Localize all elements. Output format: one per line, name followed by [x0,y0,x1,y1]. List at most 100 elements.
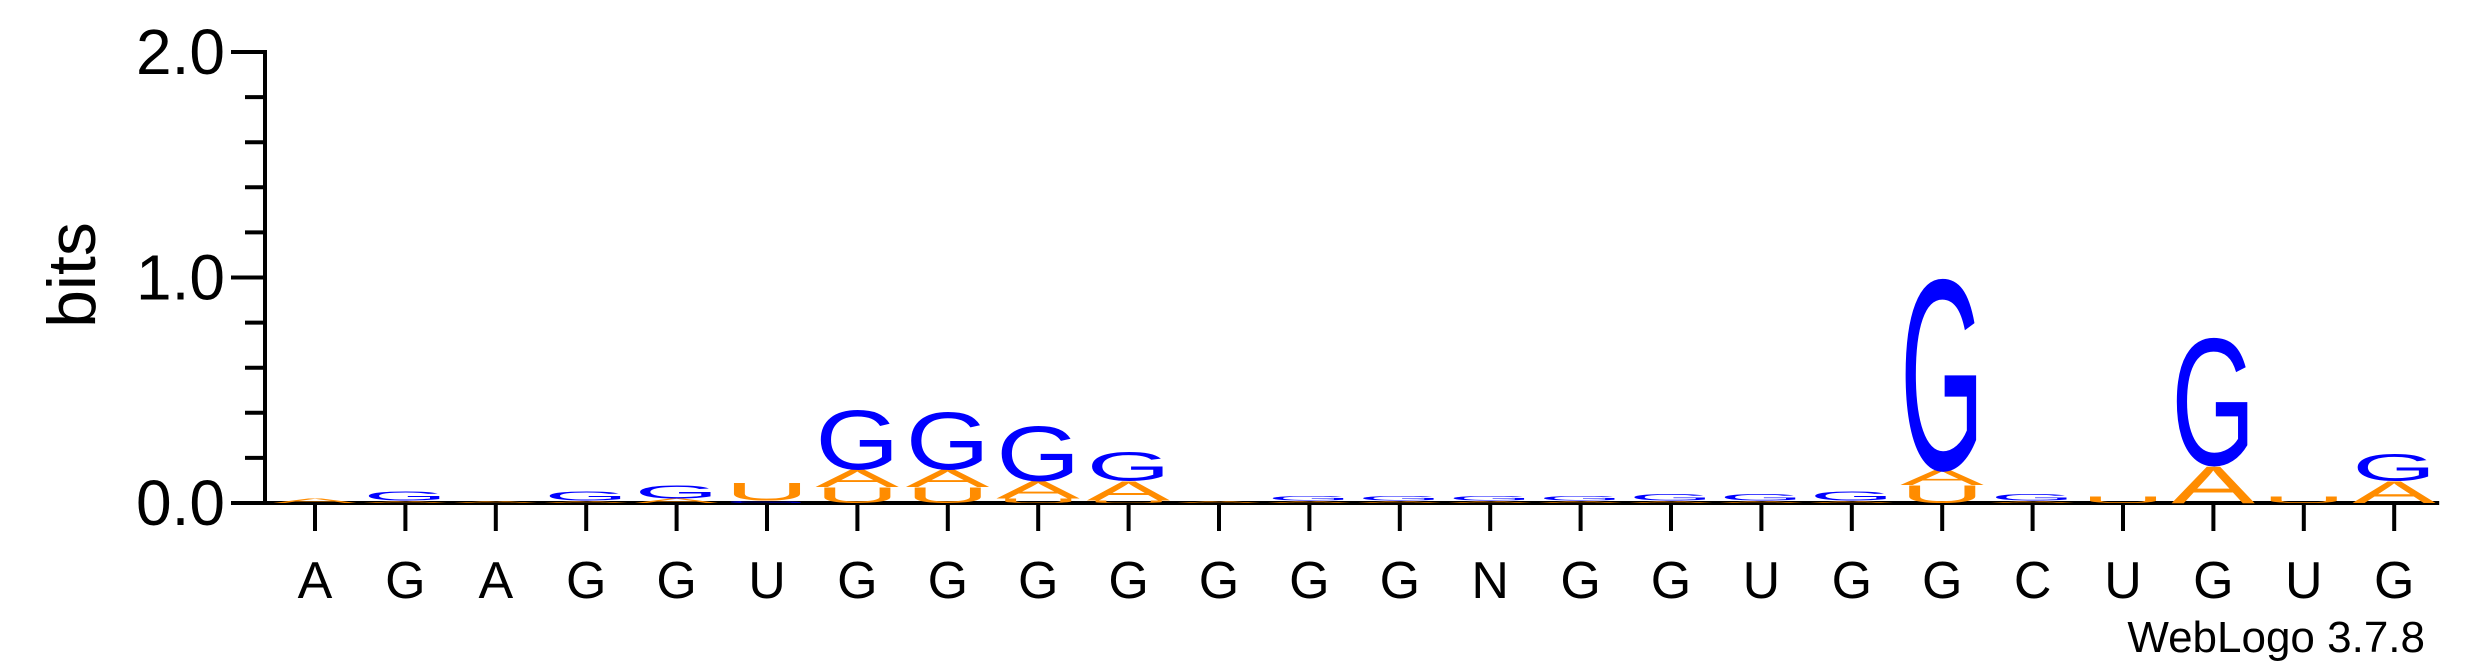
logo-letter-glyph: A [635,497,720,504]
logo-letter-A: A [1900,465,1984,489]
x-tick-label: G [1651,552,1691,610]
logo-letter-A: A [454,500,538,503]
x-tick-label: U [748,552,786,610]
logo-letter-glyph: G [1448,495,1532,502]
x-tick-label: G [385,552,425,610]
logo-letter-A: A [1719,500,1803,503]
logo-letter-G: G [1087,444,1171,489]
logo-letter-A: A [1629,500,1713,503]
logo-letter-glyph: G [2352,447,2436,489]
logo-letter-G: G [906,396,990,487]
x-tick-label: G [566,552,606,610]
logo-letter-glyph: A [1267,500,1351,503]
logo-letter-A: A [273,497,358,504]
x-tick-label: G [2193,552,2233,610]
logo-letter-glyph: U [725,478,809,506]
logo-letter-A: A [1810,500,1894,503]
logo-letter-glyph: U [2262,495,2346,505]
logo-letter-G: G [2171,301,2255,504]
x-tick-label: U [1743,552,1781,610]
logo-letter-glyph: A [363,500,447,503]
logo-letter-glyph: A [544,500,628,503]
logo-letter-A: A [815,465,900,493]
x-tick-label: G [656,552,696,610]
x-tick-label: A [298,552,333,610]
logo-letter-glyph: G [1719,492,1803,502]
x-tick-label: C [2014,552,2052,610]
logo-letter-glyph: A [273,497,358,504]
logo-letter-glyph: G [1539,495,1623,502]
logo-letter-A: A [363,500,447,503]
logo-letter-G: G [2352,447,2436,489]
x-tick-label: G [1108,552,1148,610]
x-tick-label: G [1018,552,1058,610]
logo-letter-G: G [815,392,899,487]
logo-letter-U: U [2262,495,2346,505]
logo-letter-A: A [635,497,720,504]
logo-letter-glyph: G [996,410,1080,497]
logo-letter-glyph: U [1087,500,1171,503]
logo-letter-A: A [996,476,1081,504]
logo-letter-glyph: A [2352,475,2436,510]
logo-letter-A: A [2352,475,2436,510]
logo-letter-G: G [725,500,809,503]
y-axis: 0.0 1.0 2.0 [136,16,267,539]
logo-letter-A: A [1448,500,1532,503]
logo-letter-glyph: A [2171,455,2256,514]
logo-letter-G: G [1810,489,1894,503]
y-axis-label: bits [34,222,110,328]
logo-letter-glyph: G [1358,495,1442,502]
logo-letter-glyph: A [815,465,900,493]
logo-letter-U: U [815,483,899,508]
logo-letter-G: G [1539,495,1623,502]
logo-letter-glyph: A [906,465,991,493]
logo-letter-glyph: A [1087,476,1171,507]
logo-letter-glyph: A [1900,465,1984,489]
logo-letter-glyph: A [1719,500,1803,503]
y-tick-label: 0.0 [136,467,225,539]
x-tick-label: G [1289,552,1329,610]
logo-letter-G: G [544,489,628,503]
logo-letter-glyph: G [544,489,628,503]
logo-letter-U: U [725,478,809,506]
logo-letter-G: G [1448,495,1532,502]
logo-letter-glyph: G [906,396,990,487]
logo-letter-glyph: G [1991,492,2075,502]
logo-letter-A: A [544,500,628,503]
weblogo-credit: WebLogo 3.7.8 [2127,613,2425,662]
logo-letter-U: U [2081,495,2165,505]
logo-letter-A: A [1991,500,2075,503]
logo-letter-glyph: G [725,500,809,503]
logo-letter-A: A [1267,500,1351,503]
logo-letter-G: G [1629,492,1713,502]
logo-letter-A: A [2171,455,2256,514]
logo-letter-glyph: U [2081,495,2165,505]
logo-letter-U: U [996,497,1080,504]
logo-letter-U: U [1900,480,1984,508]
y-tick-label: 2.0 [136,16,225,88]
logo-letter-glyph: U [815,483,899,508]
logo-letter-glyph: U [996,497,1080,504]
logo-letter-glyph: G [1267,495,1351,502]
logo-letter-A: A [1087,476,1171,507]
y-tick-label: 1.0 [136,242,225,314]
x-tick-label: G [2374,552,2414,610]
logo-letter-G: G [1719,492,1803,502]
logo-letter-glyph: U [906,483,990,508]
logo-letter-G: G [996,410,1080,497]
logo-letter-glyph: G [1900,222,1984,527]
x-tick-label: G [1832,552,1872,610]
logo-letter-glyph: U [1900,480,1984,508]
logo-letter-U: U [906,483,990,508]
logo-letter-A: A [1177,500,1261,503]
x-tick-label: G [1380,552,1420,610]
logo-letter-U: U [1087,500,1171,503]
logo-letter-glyph: A [1539,500,1623,503]
logo-letter-glyph: G [2171,301,2255,504]
logo-letter-A: A [1358,500,1442,503]
logo-letter-glyph: A [1991,500,2075,503]
logo-letter-glyph: A [454,500,538,503]
logo-letter-G: G [635,482,719,503]
logo-letter-glyph: A [1177,500,1261,503]
